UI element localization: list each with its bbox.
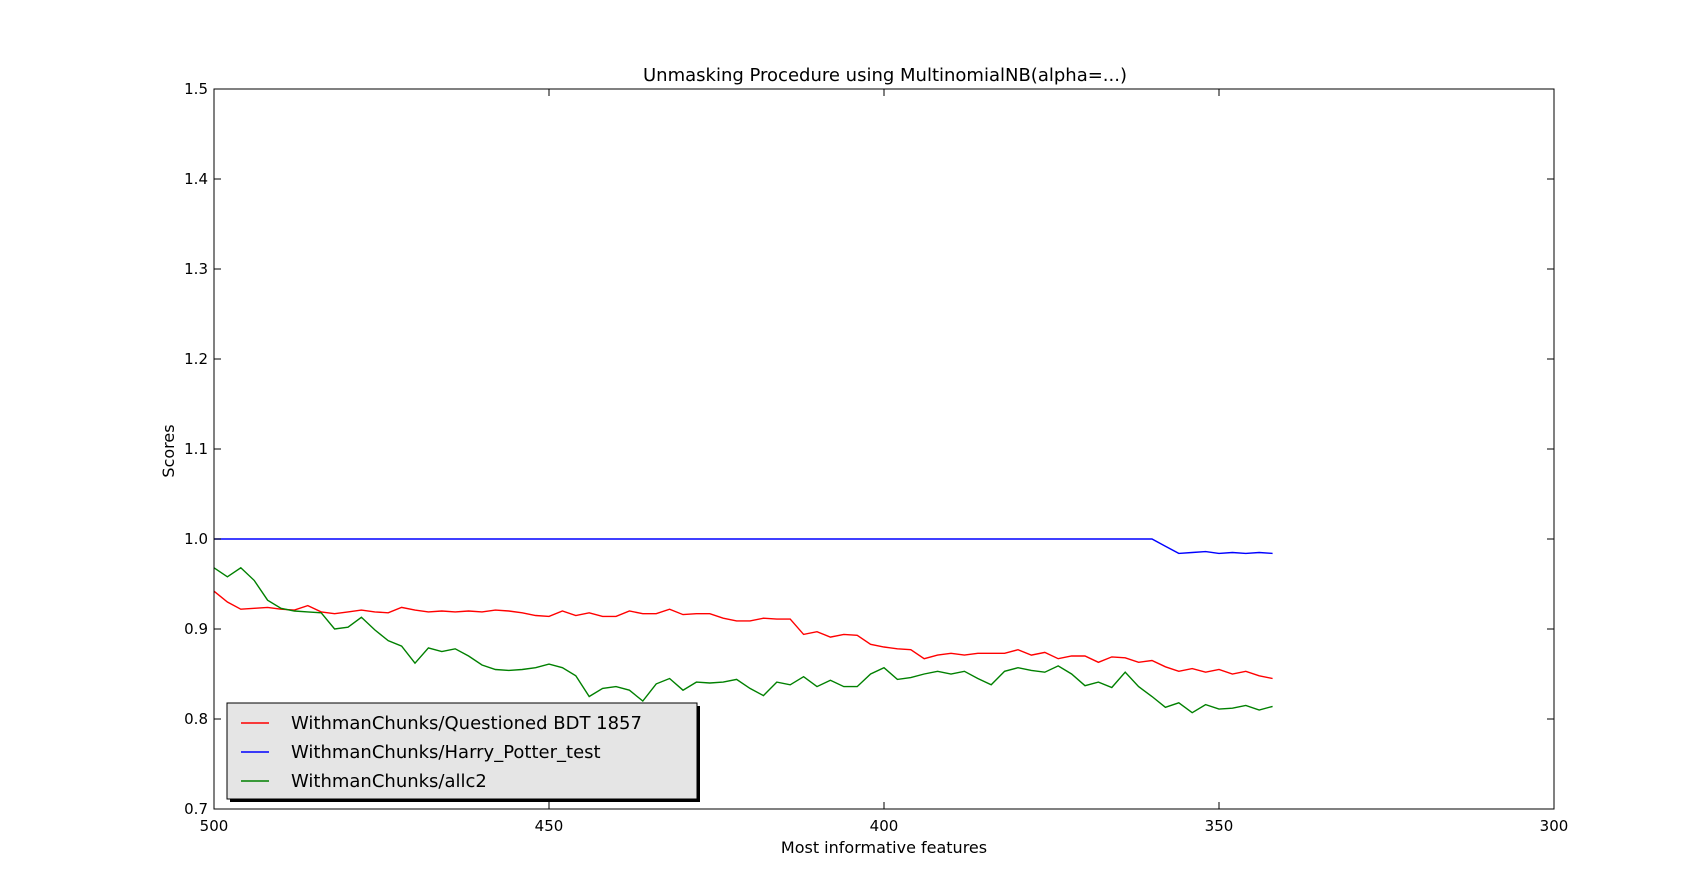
chart-title: Unmasking Procedure using MultinomialNB(… [643,65,1127,86]
y-axis-label: Scores [159,424,178,477]
legend-box [226,702,698,800]
y-tick-label: 1.3 [184,260,208,278]
y-tick-label: 0.8 [184,710,208,728]
series-line-1 [213,590,1273,680]
y-tick-label: 0.9 [184,620,208,638]
series-line-2 [214,538,1273,555]
y-tick-label: 1.4 [184,170,208,188]
y-tick-label: 1.1 [184,440,208,458]
plot-lines [213,538,1273,714]
legend-label-3: WithmanChunks/allc2 [291,771,487,792]
x-tick-label: 500 [200,817,229,835]
y-tick-label: 1.0 [184,530,208,548]
x-tick-label: 300 [1540,817,1569,835]
legend-label-2: WithmanChunks/Harry_Potter_test [291,742,601,763]
y-tick-label: 0.7 [184,800,208,818]
x-tick-label: 350 [1205,817,1234,835]
x-tick-label: 400 [870,817,899,835]
y-tick-label: 1.2 [184,350,208,368]
legend-label-1: WithmanChunks/Questioned BDT 1857 [291,713,642,734]
series-line-3 [213,566,1273,714]
y-tick-label: 1.5 [184,80,208,98]
x-tick-label: 450 [535,817,564,835]
x-axis-label: Most informative features [781,838,987,857]
ticks: 500 450 400 350 300 0.7 0.8 0.9 1.0 1.1 1.2 1.3 1.4 1… [184,80,1568,835]
legend: WithmanChunks/Questioned BDT 1857 Withman… [226,702,700,802]
